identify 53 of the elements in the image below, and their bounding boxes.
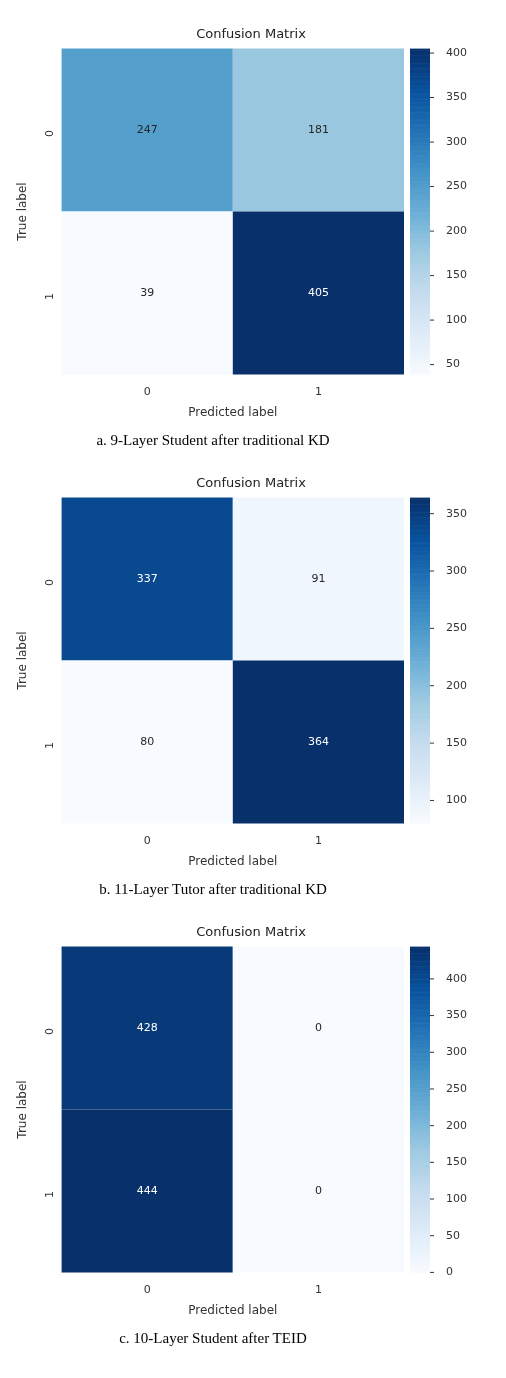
color-bar-label: 150 [446,1155,467,1169]
color-bar-label: 350 [446,506,467,520]
color-bar-label: 300 [446,563,467,577]
x-axis-title: Predicted label [188,1302,278,1317]
color-bar-label: 100 [446,793,467,807]
color-bar-label: 0 [446,1265,453,1279]
y-axis-title: True label [15,631,30,691]
color-bar-label: 50 [446,1228,460,1242]
color-bar-label: 300 [446,1045,467,1059]
text: c. 10-Layer Student after TEID [118,1330,308,1347]
y-tick-label: 0 [43,130,57,138]
color-bar-label: 200 [446,223,467,237]
color-bar-label: 200 [446,678,467,692]
data-label: 0 [314,1020,322,1034]
data-label: 405 [307,285,329,299]
y-tick-label: 1 [43,292,57,300]
data-label: 39 [140,285,155,299]
y-axis-title: True label [15,1080,30,1140]
color-bar-label: 400 [446,971,467,985]
data-label: 428 [136,1020,158,1034]
color-bar-label: 150 [446,268,467,282]
color-bar-label: 250 [446,621,467,635]
color-bar-label: 50 [446,357,460,371]
data-label: 0 [314,1183,322,1197]
data-label: 247 [136,122,158,136]
data-label: 364 [307,734,329,748]
x-axis-title: Predicted label [188,404,278,419]
chart-title: Confusion Matrix [196,924,307,940]
color-bar-label: 350 [446,1008,467,1022]
chart-title: Confusion Matrix [196,26,307,42]
y-tick-label: 0 [43,1028,57,1036]
color-bar-label: 150 [446,735,467,749]
text: b. 11-Layer Tutor after traditional KD [98,881,328,898]
y-axis-title: True label [15,182,30,242]
color-bar-label: 200 [446,1118,467,1132]
text: a. 9-Layer Student after traditional KD [95,432,331,449]
data-label: 444 [136,1183,158,1197]
x-axis-title: Predicted label [188,853,278,868]
y-tick-label: 0 [43,579,57,587]
color-bar-label: 250 [446,179,467,193]
color-bar-label: 250 [446,1081,467,1095]
color-bar-label: 100 [446,1191,467,1205]
color-bar-label: 400 [446,45,467,59]
color-bar-label: 350 [446,90,467,104]
y-tick-label: 1 [43,1190,57,1198]
data-label: 91 [311,571,326,585]
color-bar-label: 300 [446,134,467,148]
y-tick-label: 1 [43,741,57,749]
color-bar-label: 100 [446,312,467,326]
data-label: 181 [307,122,329,136]
data-label: 80 [140,734,155,748]
chart-title: Confusion Matrix [196,475,307,491]
data-label: 337 [136,571,158,585]
